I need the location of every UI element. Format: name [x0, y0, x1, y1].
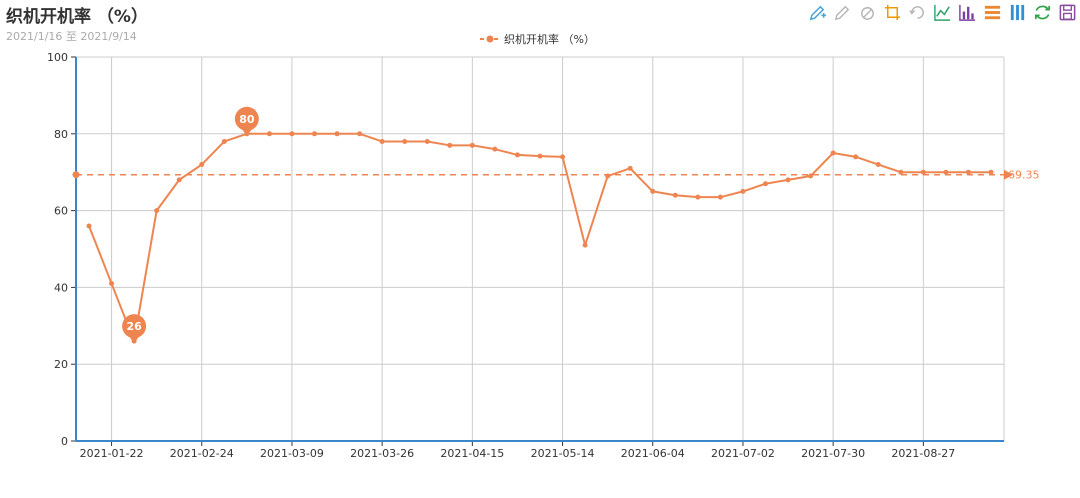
data-point[interactable] — [560, 154, 566, 160]
data-point[interactable] — [154, 208, 160, 214]
data-point[interactable] — [514, 152, 520, 158]
y-tick-label: 100 — [47, 51, 68, 64]
mark-pin-label: 26 — [126, 320, 142, 333]
data-point[interactable] — [266, 131, 272, 137]
data-point[interactable] — [86, 223, 92, 229]
x-tick-label: 2021-07-02 — [711, 447, 775, 460]
average-line-label: 69.35 — [1008, 169, 1040, 182]
data-point[interactable] — [379, 138, 385, 144]
data-point[interactable] — [312, 131, 317, 137]
y-tick-label: 0 — [61, 435, 68, 448]
data-point[interactable] — [740, 188, 746, 194]
data-point[interactable] — [853, 154, 859, 160]
mark-clear-icon[interactable] — [858, 3, 877, 22]
data-point[interactable] — [334, 131, 340, 137]
data-point[interactable] — [357, 131, 363, 137]
zoom-icon[interactable] — [883, 3, 902, 22]
data-point[interactable] — [627, 165, 633, 171]
mark-pen-icon[interactable] — [808, 3, 827, 22]
data-point[interactable] — [695, 194, 701, 200]
data-point[interactable] — [943, 169, 949, 175]
data-point[interactable] — [672, 192, 678, 198]
data-point[interactable] — [875, 162, 881, 168]
data-point[interactable] — [830, 150, 836, 156]
max-mark-pin[interactable] — [234, 106, 259, 131]
data-point[interactable] — [898, 169, 904, 175]
data-point[interactable] — [402, 138, 408, 144]
restore-icon[interactable] — [1033, 3, 1052, 22]
legend-label: 织机开机率 （%） — [504, 33, 595, 46]
data-point[interactable] — [424, 138, 430, 144]
data-point[interactable] — [109, 281, 115, 287]
x-tick-label: 2021-07-30 — [801, 447, 865, 460]
y-tick-label: 60 — [54, 205, 68, 218]
mark-pin-label: 80 — [239, 113, 255, 126]
x-tick-label: 2021-05-14 — [531, 447, 595, 460]
y-tick-label: 40 — [54, 281, 68, 294]
stack-icon[interactable] — [983, 3, 1002, 22]
y-tick-label: 80 — [54, 128, 68, 141]
save-image-icon[interactable] — [1058, 3, 1077, 22]
data-point[interactable] — [537, 153, 543, 159]
data-point[interactable] — [221, 138, 227, 144]
line-chart-icon[interactable] — [933, 3, 952, 22]
x-tick-label: 2021-03-09 — [260, 447, 324, 460]
x-tick-label: 2021-08-27 — [891, 447, 955, 460]
data-point[interactable] — [920, 169, 926, 175]
x-tick-label: 2021-06-04 — [621, 447, 685, 460]
data-point[interactable] — [447, 142, 453, 148]
data-point[interactable] — [650, 188, 656, 194]
data-point[interactable] — [469, 142, 475, 148]
average-line-arrow — [1004, 169, 1013, 180]
toolbox — [808, 3, 1077, 22]
mark-undo-icon[interactable] — [833, 3, 852, 22]
data-point[interactable] — [717, 194, 723, 200]
data-point[interactable] — [492, 146, 498, 152]
data-point[interactable] — [988, 169, 994, 175]
y-tick-label: 20 — [54, 358, 68, 371]
legend-line-icon — [480, 35, 500, 43]
zoom-reset-icon[interactable] — [908, 3, 927, 22]
data-point[interactable] — [965, 169, 971, 175]
chart-title: 织机开机率 （%） — [6, 7, 148, 27]
data-point[interactable] — [289, 131, 295, 137]
data-point[interactable] — [808, 173, 814, 179]
data-point[interactable] — [763, 181, 768, 187]
average-line-start — [72, 171, 80, 179]
x-tick-label: 2021-01-22 — [80, 447, 144, 460]
data-point[interactable] — [199, 162, 205, 168]
data-point[interactable] — [582, 242, 588, 248]
chart-subtitle: 2021/1/16 至 2021/9/14 — [6, 30, 137, 43]
legend-item[interactable]: 织机开机率 （%） — [480, 31, 595, 47]
x-tick-label: 2021-04-15 — [440, 447, 504, 460]
min-mark-pin[interactable] — [122, 314, 147, 339]
series-line — [88, 132, 991, 343]
x-tick-label: 2021-02-24 — [170, 447, 234, 460]
x-tick-label: 2021-03-26 — [350, 447, 414, 460]
data-point[interactable] — [176, 177, 182, 183]
tiled-icon[interactable] — [1008, 3, 1027, 22]
bar-chart-icon[interactable] — [958, 3, 977, 22]
data-point[interactable] — [785, 177, 791, 183]
data-point[interactable] — [605, 173, 611, 179]
